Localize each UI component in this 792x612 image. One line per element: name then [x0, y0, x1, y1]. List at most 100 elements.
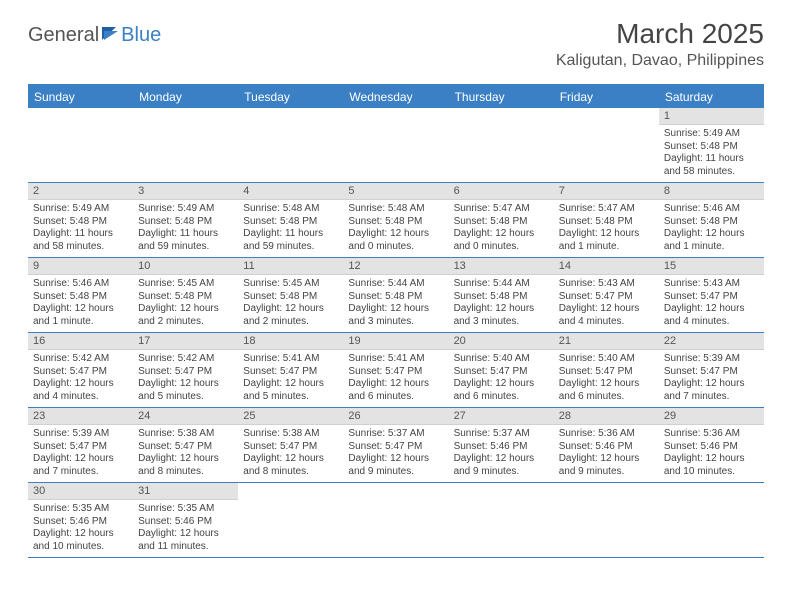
day-number: 25: [238, 408, 343, 425]
logo-text-1: General: [28, 24, 99, 47]
page-title: March 2025: [556, 18, 764, 50]
day-details: Sunrise: 5:47 AMSunset: 5:48 PMDaylight:…: [449, 200, 554, 257]
calendar-day: 21Sunrise: 5:40 AMSunset: 5:47 PMDayligh…: [554, 333, 659, 407]
daylight-line: Daylight: 12 hours and 8 minutes.: [138, 453, 233, 478]
daylight-line: Daylight: 12 hours and 10 minutes.: [33, 528, 128, 553]
daylight-line: Daylight: 11 hours and 59 minutes.: [138, 228, 233, 253]
day-number: 15: [659, 258, 764, 275]
day-number: 26: [343, 408, 448, 425]
sunset-line: Sunset: 5:48 PM: [664, 141, 759, 154]
calendar-day: 14Sunrise: 5:43 AMSunset: 5:47 PMDayligh…: [554, 258, 659, 332]
day-details: Sunrise: 5:44 AMSunset: 5:48 PMDaylight:…: [449, 275, 554, 332]
calendar-day: 26Sunrise: 5:37 AMSunset: 5:47 PMDayligh…: [343, 408, 448, 482]
calendar-day: 13Sunrise: 5:44 AMSunset: 5:48 PMDayligh…: [449, 258, 554, 332]
calendar-week: 23Sunrise: 5:39 AMSunset: 5:47 PMDayligh…: [28, 408, 764, 483]
day-number: 8: [659, 183, 764, 200]
day-details: Sunrise: 5:38 AMSunset: 5:47 PMDaylight:…: [238, 425, 343, 482]
calendar-week: 16Sunrise: 5:42 AMSunset: 5:47 PMDayligh…: [28, 333, 764, 408]
day-number: 4: [238, 183, 343, 200]
logo-text-2: Blue: [121, 24, 161, 47]
day-number: 29: [659, 408, 764, 425]
day-number: 28: [554, 408, 659, 425]
calendar-week: 9Sunrise: 5:46 AMSunset: 5:48 PMDaylight…: [28, 258, 764, 333]
day-details: Sunrise: 5:35 AMSunset: 5:46 PMDaylight:…: [28, 500, 133, 557]
sunrise-line: Sunrise: 5:35 AM: [33, 503, 128, 516]
weekday-header: Saturday: [659, 86, 764, 108]
sunset-line: Sunset: 5:47 PM: [454, 366, 549, 379]
sunset-line: Sunset: 5:47 PM: [243, 441, 338, 454]
calendar-day-empty: [133, 108, 238, 182]
sunrise-line: Sunrise: 5:46 AM: [664, 203, 759, 216]
day-details: Sunrise: 5:41 AMSunset: 5:47 PMDaylight:…: [238, 350, 343, 407]
day-number: 24: [133, 408, 238, 425]
sunrise-line: Sunrise: 5:44 AM: [454, 278, 549, 291]
calendar-day: 15Sunrise: 5:43 AMSunset: 5:47 PMDayligh…: [659, 258, 764, 332]
daylight-line: Daylight: 12 hours and 4 minutes.: [33, 378, 128, 403]
sunrise-line: Sunrise: 5:40 AM: [454, 353, 549, 366]
sunset-line: Sunset: 5:48 PM: [454, 216, 549, 229]
day-number: 1: [659, 108, 764, 125]
daylight-line: Daylight: 12 hours and 6 minutes.: [559, 378, 654, 403]
calendar-day-empty: [238, 483, 343, 557]
sunset-line: Sunset: 5:48 PM: [348, 216, 443, 229]
day-details: Sunrise: 5:46 AMSunset: 5:48 PMDaylight:…: [28, 275, 133, 332]
day-details: Sunrise: 5:39 AMSunset: 5:47 PMDaylight:…: [28, 425, 133, 482]
daylight-line: Daylight: 11 hours and 58 minutes.: [33, 228, 128, 253]
weekday-header-row: SundayMondayTuesdayWednesdayThursdayFrid…: [28, 86, 764, 108]
sunrise-line: Sunrise: 5:42 AM: [33, 353, 128, 366]
day-details: Sunrise: 5:43 AMSunset: 5:47 PMDaylight:…: [554, 275, 659, 332]
day-number: 7: [554, 183, 659, 200]
sunrise-line: Sunrise: 5:49 AM: [138, 203, 233, 216]
day-details: Sunrise: 5:45 AMSunset: 5:48 PMDaylight:…: [238, 275, 343, 332]
day-details: Sunrise: 5:41 AMSunset: 5:47 PMDaylight:…: [343, 350, 448, 407]
sunrise-line: Sunrise: 5:41 AM: [348, 353, 443, 366]
calendar-day: 2Sunrise: 5:49 AMSunset: 5:48 PMDaylight…: [28, 183, 133, 257]
sunset-line: Sunset: 5:48 PM: [138, 216, 233, 229]
day-details: Sunrise: 5:49 AMSunset: 5:48 PMDaylight:…: [133, 200, 238, 257]
weekday-header: Tuesday: [238, 86, 343, 108]
weekday-header: Monday: [133, 86, 238, 108]
day-details: Sunrise: 5:47 AMSunset: 5:48 PMDaylight:…: [554, 200, 659, 257]
day-number: 31: [133, 483, 238, 500]
daylight-line: Daylight: 12 hours and 6 minutes.: [454, 378, 549, 403]
calendar-day: 6Sunrise: 5:47 AMSunset: 5:48 PMDaylight…: [449, 183, 554, 257]
weekday-header: Thursday: [449, 86, 554, 108]
calendar-day: 17Sunrise: 5:42 AMSunset: 5:47 PMDayligh…: [133, 333, 238, 407]
calendar-day: 18Sunrise: 5:41 AMSunset: 5:47 PMDayligh…: [238, 333, 343, 407]
sunset-line: Sunset: 5:48 PM: [559, 216, 654, 229]
sunset-line: Sunset: 5:46 PM: [664, 441, 759, 454]
daylight-line: Daylight: 11 hours and 58 minutes.: [664, 153, 759, 178]
sunset-line: Sunset: 5:47 PM: [348, 366, 443, 379]
daylight-line: Daylight: 12 hours and 3 minutes.: [348, 303, 443, 328]
day-number: 27: [449, 408, 554, 425]
sunset-line: Sunset: 5:46 PM: [138, 516, 233, 529]
day-details: Sunrise: 5:37 AMSunset: 5:47 PMDaylight:…: [343, 425, 448, 482]
day-details: Sunrise: 5:36 AMSunset: 5:46 PMDaylight:…: [659, 425, 764, 482]
calendar-day: 22Sunrise: 5:39 AMSunset: 5:47 PMDayligh…: [659, 333, 764, 407]
sunrise-line: Sunrise: 5:36 AM: [559, 428, 654, 441]
sunset-line: Sunset: 5:48 PM: [664, 216, 759, 229]
day-details: Sunrise: 5:37 AMSunset: 5:46 PMDaylight:…: [449, 425, 554, 482]
sunrise-line: Sunrise: 5:46 AM: [33, 278, 128, 291]
sunset-line: Sunset: 5:47 PM: [664, 366, 759, 379]
sunset-line: Sunset: 5:46 PM: [454, 441, 549, 454]
day-details: Sunrise: 5:49 AMSunset: 5:48 PMDaylight:…: [28, 200, 133, 257]
day-number: 9: [28, 258, 133, 275]
day-details: Sunrise: 5:49 AMSunset: 5:48 PMDaylight:…: [659, 125, 764, 182]
location: Kaligutan, Davao, Philippines: [556, 52, 764, 70]
sunset-line: Sunset: 5:47 PM: [33, 366, 128, 379]
sunrise-line: Sunrise: 5:48 AM: [348, 203, 443, 216]
day-number: 30: [28, 483, 133, 500]
calendar-day: 31Sunrise: 5:35 AMSunset: 5:46 PMDayligh…: [133, 483, 238, 557]
calendar-day: 4Sunrise: 5:48 AMSunset: 5:48 PMDaylight…: [238, 183, 343, 257]
title-block: March 2025 Kaligutan, Davao, Philippines: [556, 18, 764, 70]
sunrise-line: Sunrise: 5:38 AM: [243, 428, 338, 441]
sunrise-line: Sunrise: 5:43 AM: [559, 278, 654, 291]
day-number: 14: [554, 258, 659, 275]
day-details: Sunrise: 5:40 AMSunset: 5:47 PMDaylight:…: [554, 350, 659, 407]
day-details: Sunrise: 5:42 AMSunset: 5:47 PMDaylight:…: [133, 350, 238, 407]
calendar-day: 24Sunrise: 5:38 AMSunset: 5:47 PMDayligh…: [133, 408, 238, 482]
calendar-day-empty: [659, 483, 764, 557]
daylight-line: Daylight: 12 hours and 5 minutes.: [243, 378, 338, 403]
sunrise-line: Sunrise: 5:38 AM: [138, 428, 233, 441]
